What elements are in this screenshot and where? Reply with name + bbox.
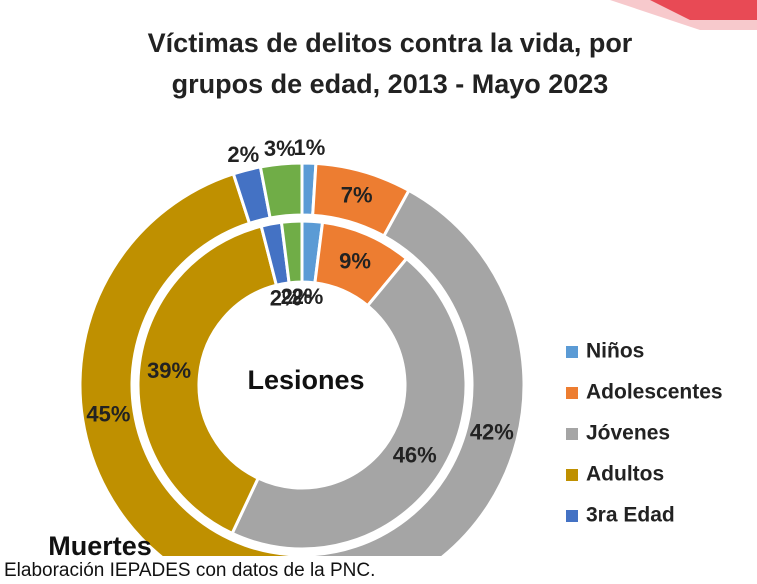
data-label: 45% [86,401,130,426]
legend-label: Niños [586,340,644,363]
chart-title: Víctimas de delitos contra la vida, por [148,28,633,58]
data-label: 2% [270,285,302,310]
legend-label: 3ra Edad [586,504,675,527]
legend-swatch [566,469,578,481]
data-label: 39% [147,358,191,383]
data-label: 7% [341,183,373,208]
legend-swatch [566,510,578,522]
plot: 1%7%42%45%2% 3%2%9%46%39%2%2%LesionesMuer… [48,135,526,561]
data-label: 1% [294,135,326,160]
legend-label: Jóvenes [586,422,670,445]
data-label: 3% [264,136,296,161]
slice [230,256,468,551]
data-label: 9% [339,248,371,273]
slice [136,224,279,536]
data-label: 2% [281,284,313,309]
data-label: 2% [227,142,259,167]
legend-swatch [566,346,578,358]
data-label: 2% [292,284,324,309]
legend-label: Adultos [586,463,664,486]
slice [279,219,304,285]
legend-swatch [566,428,578,440]
slice [78,171,304,556]
data-label: 42% [470,420,514,445]
ring-label: Muertes [48,531,152,561]
source: Elaboración IEPADES con datos de la PNC. [4,560,375,581]
legend-label: Adolescentes [586,381,723,404]
slice [300,188,526,556]
decoration [650,0,757,20]
data-label: 46% [393,442,437,467]
chart-title: grupos de edad, 2013 - Mayo 2023 [172,69,609,99]
slice [258,161,304,220]
legend-swatch [566,387,578,399]
ring-label: Lesiones [247,365,364,395]
